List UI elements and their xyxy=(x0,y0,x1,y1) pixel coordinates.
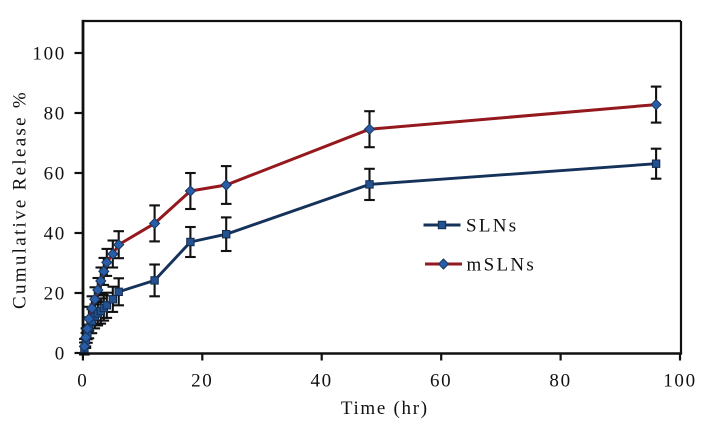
svg-text:Time (hr): Time (hr) xyxy=(341,398,429,419)
svg-text:40: 40 xyxy=(310,371,332,392)
svg-text:0: 0 xyxy=(77,371,88,392)
svg-text:100: 100 xyxy=(663,371,697,392)
svg-text:60: 60 xyxy=(44,164,66,185)
svg-text:60: 60 xyxy=(430,371,452,392)
svg-text:100: 100 xyxy=(32,44,66,65)
svg-text:mSLNs: mSLNs xyxy=(467,255,537,276)
svg-text:20: 20 xyxy=(44,284,66,305)
svg-text:SLNs: SLNs xyxy=(466,216,519,237)
svg-text:20: 20 xyxy=(191,371,213,392)
svg-text:40: 40 xyxy=(44,224,66,245)
svg-text:80: 80 xyxy=(549,371,571,392)
svg-text:80: 80 xyxy=(44,104,66,125)
svg-text:Cumulative Release %: Cumulative Release % xyxy=(9,90,30,309)
svg-text:0: 0 xyxy=(55,344,66,365)
